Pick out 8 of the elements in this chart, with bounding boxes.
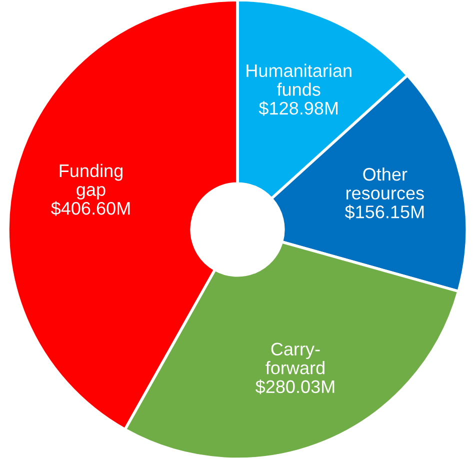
slice-label: Carry- forward [266,342,324,374]
data-label: $156.15M [344,204,424,220]
data-label: $128.98M [258,101,338,116]
slice-label: Funding gap [60,164,122,200]
data-label: $280.03M [256,380,334,394]
data-label: $406.60M [51,201,130,216]
slice-label: Humanitarian funds [246,64,352,96]
slice-label: Other resources [346,167,424,200]
